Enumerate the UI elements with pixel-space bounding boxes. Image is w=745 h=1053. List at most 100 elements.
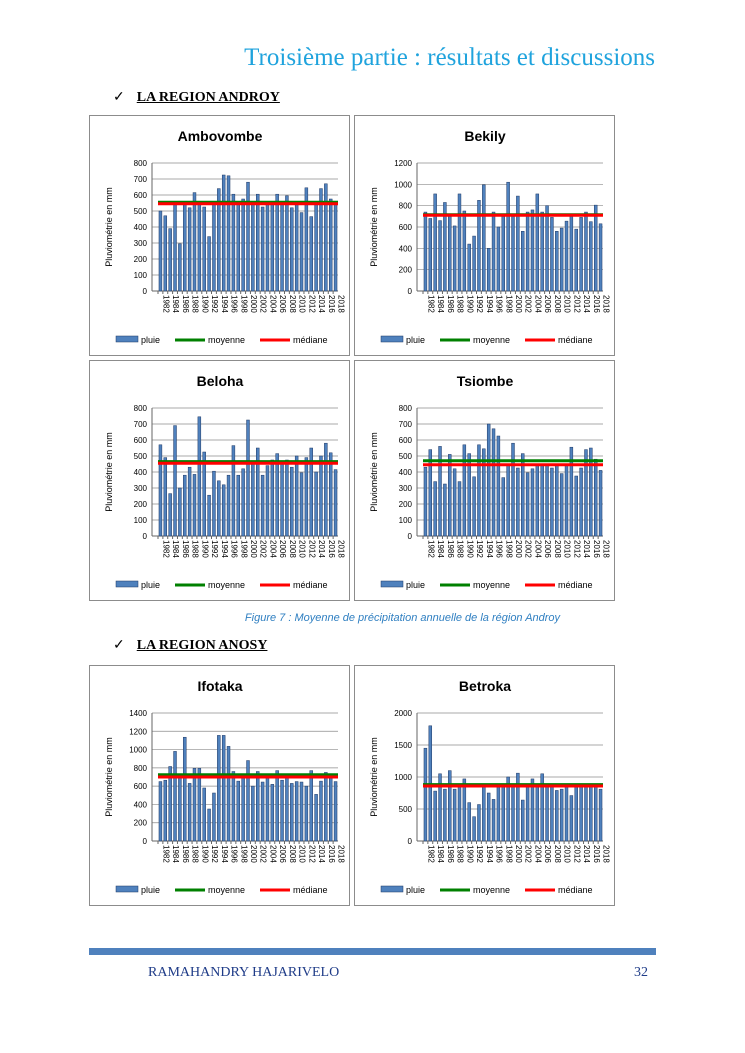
y-tick-label: 600 [134, 191, 148, 200]
x-tick-label: 1982 [426, 295, 435, 313]
bar-2018 [333, 201, 338, 292]
x-tick-label: 1994 [485, 845, 494, 863]
chart-svg: Tsiombe 0 100 200 300 400 500 600 700 800 Pluviomé… [369, 373, 611, 590]
x-tick-label: 1990 [200, 540, 209, 558]
bar-1989 [457, 785, 462, 842]
y-tick-label: 200 [399, 500, 413, 509]
y-tick-label: 2000 [394, 709, 412, 718]
y-tick-label: 300 [134, 239, 148, 248]
x-tick-label: 2008 [553, 845, 562, 863]
x-tick-label: 1988 [456, 295, 465, 313]
bar-1992 [207, 236, 211, 292]
bar-1984 [433, 790, 437, 842]
x-tick-label: 1986 [446, 845, 455, 863]
bar-2003 [525, 472, 530, 537]
bar-1996 [226, 474, 231, 537]
y-tick-label: 400 [134, 468, 148, 477]
bar-1990 [462, 210, 467, 292]
bar-1999 [241, 468, 245, 537]
bar-1999 [241, 198, 245, 292]
bar-1987 [448, 454, 452, 537]
bar-2018 [333, 469, 338, 537]
bar-1992 [472, 476, 476, 537]
y-tick-label: 400 [399, 468, 413, 477]
y-tick-label: 800 [134, 404, 148, 413]
x-tick-label: 1998 [239, 295, 248, 313]
figure-caption: Figure 7 : Moyenne de précipitation annu… [244, 612, 561, 624]
bar-2001 [516, 772, 520, 842]
bar-2008 [285, 195, 289, 292]
bar-1997 [231, 193, 236, 292]
bar-1990 [197, 416, 202, 537]
bar-1982 [423, 747, 428, 842]
bar-1994 [217, 188, 221, 292]
bar-2004 [530, 468, 535, 537]
bar-2006 [540, 211, 544, 292]
y-tick-label: 400 [134, 223, 148, 232]
bar-2011 [564, 220, 569, 292]
bar-2006 [540, 464, 544, 537]
legend-label-pluie: pluie [406, 885, 425, 895]
x-tick-label: 2002 [524, 295, 533, 313]
bar-1987 [183, 474, 187, 537]
bar-2013 [309, 216, 313, 292]
y-axis-label: Pluviométrie en mm [104, 432, 114, 512]
x-tick-label: 1988 [191, 295, 200, 313]
x-tick-label: 2012 [307, 295, 316, 313]
footer-author: RAMAHANDRY HAJARIVELO [148, 965, 340, 980]
y-tick-label: 0 [408, 837, 413, 846]
x-tick-label: 1992 [475, 845, 484, 863]
x-tick-label: 2018 [602, 295, 611, 313]
y-tick-label: 500 [134, 452, 148, 461]
bar-1995 [221, 735, 226, 842]
bar-1986 [178, 243, 182, 292]
legend-swatch-pluie [115, 580, 139, 588]
bar-1993 [477, 804, 481, 842]
legend-label-mediane: médiane [293, 885, 328, 895]
bar-2016 [324, 442, 328, 537]
bar-2011 [299, 781, 304, 842]
x-tick-label: 1990 [465, 845, 474, 863]
y-tick-label: 600 [134, 782, 148, 791]
bar-1991 [467, 802, 471, 842]
legend-label-mediane: médiane [293, 335, 328, 345]
x-tick-label: 2004 [268, 540, 277, 558]
x-tick-label: 2000 [249, 295, 258, 313]
bar-1995 [486, 423, 491, 537]
bar-2010 [294, 204, 299, 292]
bar-2012 [569, 446, 574, 537]
y-tick-label: 700 [134, 420, 148, 429]
x-tick-label: 2012 [307, 540, 316, 558]
bar-1995 [221, 484, 226, 537]
legend-label-moyenne: moyenne [473, 885, 510, 895]
y-tick-label: 1000 [394, 180, 412, 189]
x-tick-label: 2004 [268, 295, 277, 313]
x-tick-label: 2010 [298, 295, 307, 313]
x-tick-label: 1982 [161, 540, 170, 558]
x-tick-label: 2004 [268, 845, 277, 863]
x-tick-label: 1984 [171, 845, 180, 863]
bar-2017 [593, 785, 598, 842]
bar-1993 [477, 200, 481, 292]
x-tick-label: 1988 [191, 845, 200, 863]
bar-2015 [319, 188, 323, 292]
bar-2013 [574, 785, 578, 842]
y-tick-label: 1500 [394, 741, 412, 750]
bar-2007 [280, 204, 284, 292]
bar-1992 [472, 816, 476, 842]
bar-1988 [187, 466, 192, 537]
x-tick-label: 2018 [337, 295, 346, 313]
bar-2004 [265, 776, 270, 842]
bar-2011 [564, 785, 569, 842]
bar-2008 [285, 459, 289, 537]
bar-1990 [197, 204, 202, 292]
chart-title: Ambovombe [178, 128, 263, 144]
bar-1996 [491, 211, 496, 292]
bar-2004 [265, 465, 270, 537]
x-tick-label: 2006 [278, 295, 287, 313]
bar-1998 [236, 474, 240, 537]
bar-2003 [525, 211, 530, 292]
bar-1988 [452, 468, 457, 537]
chart-svg: Ifotaka 0 200 400 600 800 1000 1200 1400 Pluviomé… [104, 678, 346, 895]
bar-1990 [462, 444, 467, 537]
